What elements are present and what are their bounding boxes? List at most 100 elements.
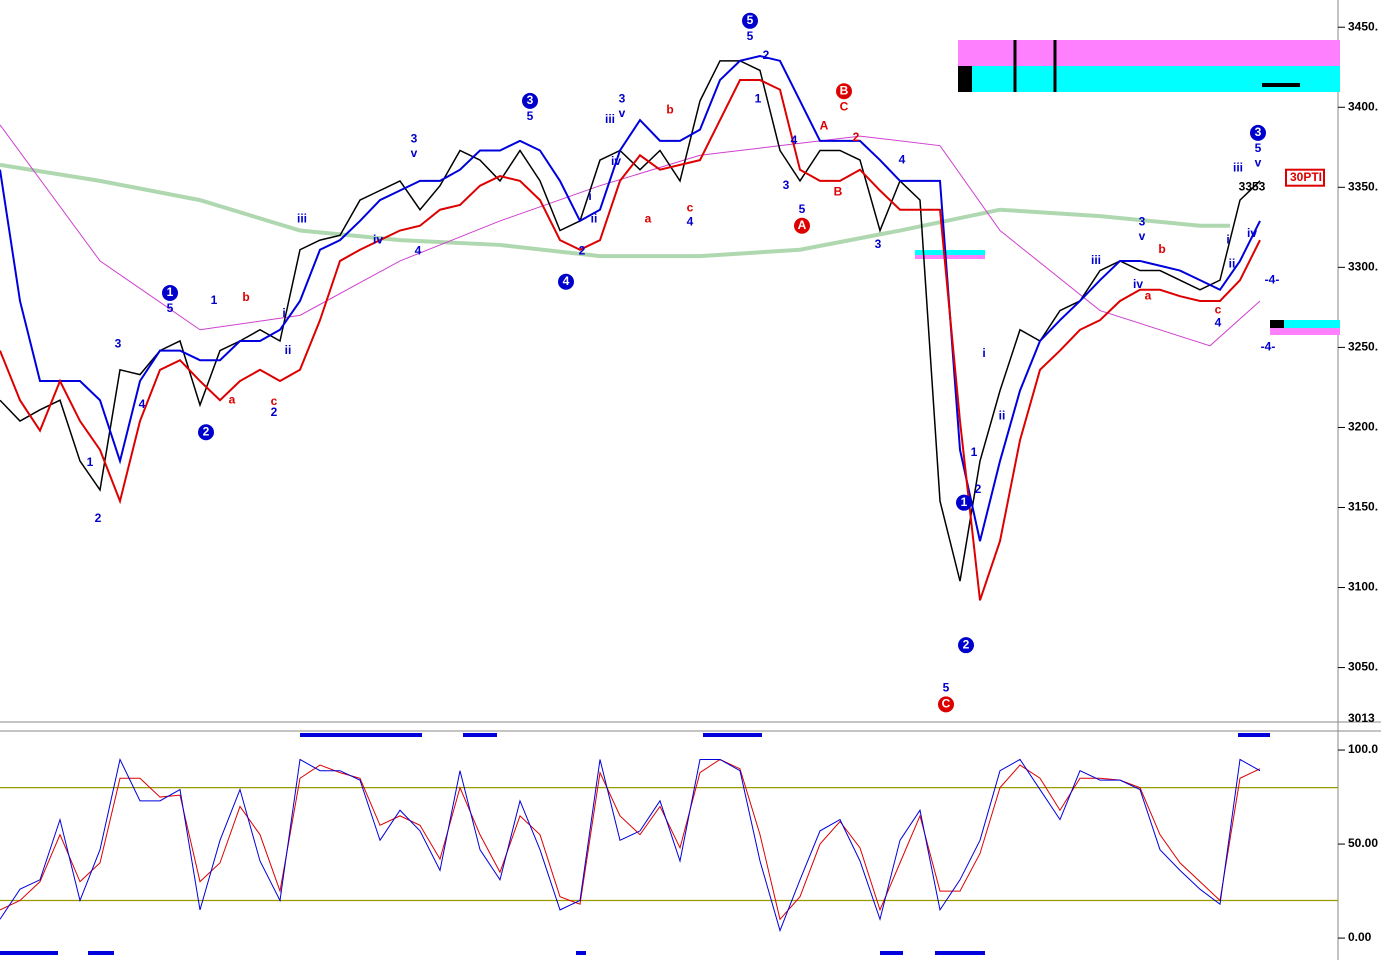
zone-marker [1262, 83, 1300, 87]
wave-label: i [588, 189, 591, 203]
wave-circle [794, 217, 810, 234]
wave-label: iv [373, 232, 383, 246]
wave-circle [558, 273, 574, 290]
series-line [0, 55, 1261, 542]
y-tick-label: 0.00 [1348, 930, 1372, 944]
wave-label: C [942, 697, 951, 711]
signal-bar [88, 951, 114, 955]
wave-label: 4 [1215, 316, 1222, 330]
y-tick-label: 3100. [1348, 580, 1378, 594]
wave-label: -4- [1265, 272, 1280, 286]
wave-label: 1 [211, 293, 218, 307]
wave-label: c [1215, 303, 1222, 317]
series-line [0, 60, 1261, 582]
wave-label: ii [285, 343, 292, 357]
wave-label: ii [591, 211, 598, 225]
edge-label: 3013 [1348, 711, 1375, 725]
wave-label: 5 [943, 681, 950, 695]
wave-label: iii [1091, 253, 1101, 267]
wave-label: 5 [527, 109, 534, 123]
wave-label: c [271, 394, 278, 408]
wave-label: 1 [971, 445, 978, 459]
wave-label: 5 [747, 29, 754, 43]
wave-label: 2 [203, 424, 210, 438]
signal-bar [880, 951, 903, 955]
wave-label: A [820, 119, 829, 133]
wave-label: iii [297, 211, 307, 225]
signal-bar [1238, 733, 1270, 737]
wave-label: 3 [115, 336, 122, 350]
y-tick-label: 3050. [1348, 660, 1378, 674]
y-tick-label: 3300. [1348, 260, 1378, 274]
y-tick-label: 3450. [1348, 19, 1378, 33]
wave-label: iv [1247, 226, 1257, 240]
wave-label: 4 [415, 244, 422, 258]
wave-label: 4 [899, 152, 906, 166]
wave-label: B [834, 184, 843, 198]
wave-label: 3 [619, 91, 626, 105]
wave-label: 1 [167, 285, 174, 299]
wave-label: 3 [527, 93, 534, 107]
wave-label: iv [1133, 277, 1143, 291]
series-line [0, 162, 1230, 259]
wave-label: v [1255, 155, 1262, 169]
zone-box [958, 40, 1340, 66]
wave-label: iii [1233, 160, 1243, 174]
wave-circle [198, 424, 214, 441]
wave-label: 3 [1255, 125, 1262, 139]
wave-label: iii [605, 112, 615, 126]
signal-bar [935, 951, 985, 955]
zone-box [915, 255, 985, 259]
wave-label: C [840, 99, 849, 113]
zone-marker [1270, 320, 1284, 328]
wave-label: 2 [975, 482, 982, 496]
wave-label: 2 [853, 130, 860, 144]
wave-label: 1 [87, 455, 94, 469]
y-tick-label: 3400. [1348, 99, 1378, 113]
wave-label: b [1158, 242, 1165, 256]
wave-circle [1250, 124, 1266, 141]
zone-box [915, 250, 985, 255]
wave-label: b [242, 290, 249, 304]
wave-label: -4- [1261, 340, 1276, 354]
wave-circle [958, 637, 974, 654]
wave-label: 2 [763, 48, 770, 62]
wave-circle [956, 494, 972, 511]
signal-bar [576, 951, 586, 955]
signal-bar [703, 733, 762, 737]
series-line [0, 758, 1261, 921]
wave-label: 5 [799, 202, 806, 216]
wave-circle [162, 284, 178, 301]
wave-circle [938, 696, 954, 713]
y-tick-label: 100.0 [1348, 742, 1378, 756]
wave-label: 1 [961, 495, 968, 509]
wave-circle [742, 12, 758, 29]
wave-label: i [282, 306, 285, 320]
series-line [0, 757, 1261, 933]
y-tick-label: 50.00 [1348, 836, 1378, 850]
signal-bars [0, 733, 1270, 955]
wave-label: 4 [563, 274, 570, 288]
wave-label: 4 [791, 133, 798, 147]
wave-label: 3 [783, 178, 790, 192]
y-tick-label: 3350. [1348, 179, 1378, 193]
wave-circle [836, 83, 852, 100]
signal-bar [0, 951, 58, 955]
signal-bar [463, 733, 497, 737]
wave-label: 5 [1255, 141, 1262, 155]
wave-label: 3353 [1239, 179, 1266, 193]
zone-marker [958, 66, 972, 92]
wave-label: 2 [579, 244, 586, 258]
series-line [0, 79, 1261, 601]
wave-label: 4 [687, 215, 694, 229]
wave-label: i [982, 346, 985, 360]
zone-box [958, 66, 1340, 92]
wave-label: 3 [411, 131, 418, 145]
wave-label: 5 [747, 13, 754, 27]
wave-label: 1 [755, 91, 762, 105]
wave-label: 2 [963, 637, 970, 651]
wave-label: 2 [95, 511, 102, 525]
wave-label: B [840, 83, 849, 97]
wave-label: ii [1229, 256, 1236, 270]
